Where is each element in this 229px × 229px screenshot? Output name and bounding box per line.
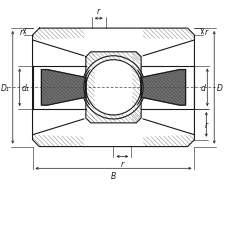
Text: r: r [203, 28, 207, 37]
Text: B: B [110, 172, 116, 180]
Text: r: r [203, 120, 207, 129]
Text: r: r [97, 7, 100, 16]
Text: r: r [19, 28, 23, 37]
Text: d: d [199, 84, 204, 93]
Polygon shape [141, 70, 185, 106]
Text: r: r [120, 160, 123, 169]
Polygon shape [41, 70, 85, 106]
Text: d₁: d₁ [22, 84, 29, 93]
Text: D: D [216, 84, 222, 93]
Text: D₁: D₁ [1, 84, 10, 93]
